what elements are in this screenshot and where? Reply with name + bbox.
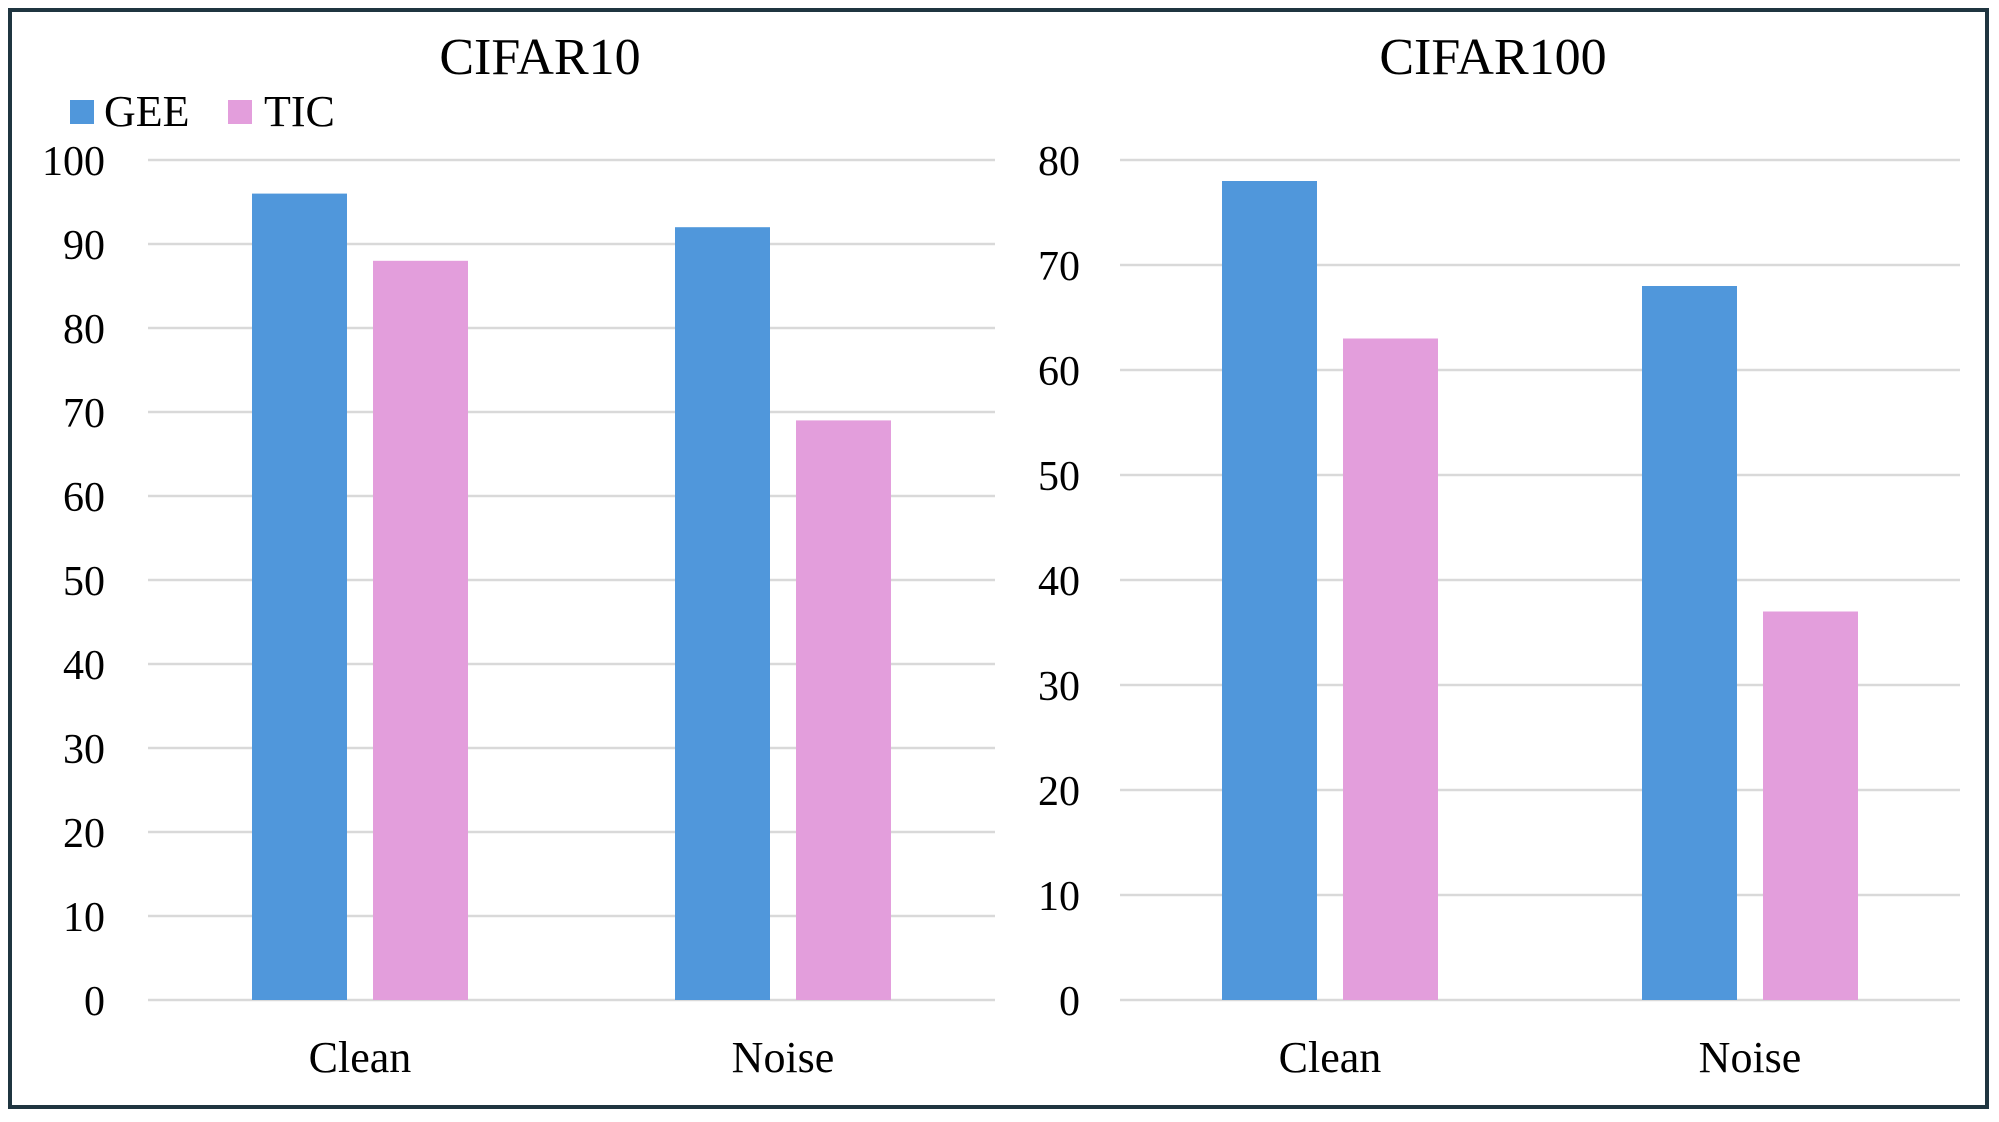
bar-gee-clean [1222, 181, 1317, 1000]
y-tick-label: 40 [1038, 559, 1080, 605]
y-tick-label: 80 [63, 307, 105, 353]
y-tick-label: 60 [63, 475, 105, 521]
bar-tic-clean [373, 260, 468, 1000]
bar-gee-clean [252, 193, 347, 1001]
y-tick-label: 0 [84, 979, 105, 1025]
y-tick-label: 60 [1038, 349, 1080, 395]
bar-gee-noise [1642, 286, 1737, 1000]
bar-tic-clean [1343, 338, 1438, 1000]
y-tick-label: 70 [1038, 244, 1080, 290]
y-tick-label: 30 [63, 727, 105, 773]
chart-panel-cifar10: CIFAR10 0 10 20 30 40 50 60 70 80 90 100 Clean Noise [42, 29, 995, 1082]
y-tick-label: 70 [63, 391, 105, 437]
y-tick-label: 30 [1038, 664, 1080, 710]
y-tick-label: 100 [42, 139, 105, 185]
y-tick-label: 0 [1059, 979, 1080, 1025]
chart-panel-cifar100: CIFAR100 0 10 20 30 40 50 60 70 80 Clean Noise [1038, 29, 1960, 1082]
bar-tic-noise [796, 420, 891, 1000]
chart-title: CIFAR100 [1379, 29, 1606, 86]
legend-swatch-gee [70, 100, 94, 124]
x-tick-label: Clean [309, 1033, 412, 1082]
legend-label-gee: GEE [104, 87, 190, 136]
bar-gee-noise [675, 227, 770, 1000]
legend: GEE TIC [70, 87, 335, 136]
y-tick-label: 80 [1038, 139, 1080, 185]
x-tick-label: Noise [1699, 1033, 1802, 1082]
y-tick-label: 50 [63, 559, 105, 605]
y-tick-label: 50 [1038, 454, 1080, 500]
x-tick-label: Noise [732, 1033, 835, 1082]
y-tick-label: 20 [1038, 769, 1080, 815]
y-tick-label: 10 [63, 895, 105, 941]
y-tick-label: 20 [63, 811, 105, 857]
y-tick-label: 40 [63, 643, 105, 689]
y-tick-label: 10 [1038, 874, 1080, 920]
chart-title: CIFAR10 [439, 29, 640, 86]
x-tick-label: Clean [1279, 1033, 1382, 1082]
y-tick-label: 90 [63, 223, 105, 269]
legend-swatch-tic [228, 100, 252, 124]
legend-label-tic: TIC [264, 87, 335, 136]
bar-tic-noise [1763, 611, 1858, 1000]
